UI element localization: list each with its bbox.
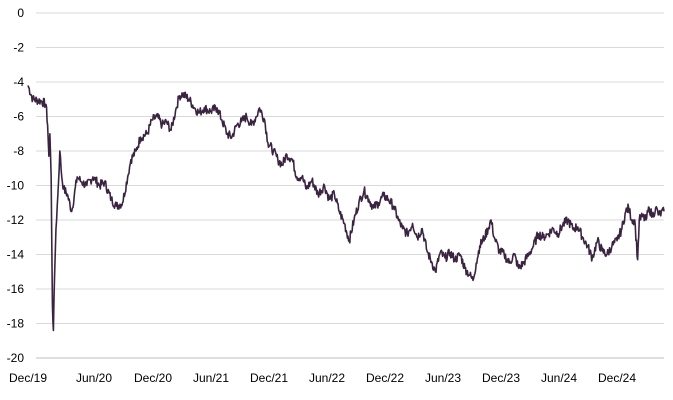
x-tick-label: Jun/21 bbox=[193, 371, 229, 385]
y-tick-label: -10 bbox=[7, 179, 25, 193]
x-tick-label: Jun/24 bbox=[541, 371, 577, 385]
y-tick-label: -12 bbox=[7, 213, 25, 227]
x-tick-label: Dec/19 bbox=[9, 371, 47, 385]
x-tick-label: Dec/23 bbox=[482, 371, 520, 385]
y-tick-label: -14 bbox=[7, 248, 25, 262]
y-tick-label: -2 bbox=[13, 41, 24, 55]
y-tick-label: -6 bbox=[13, 110, 24, 124]
gridlines bbox=[36, 12, 664, 324]
y-tick-label: 0 bbox=[17, 6, 24, 20]
y-tick-label: -16 bbox=[7, 282, 25, 296]
series-line bbox=[27, 85, 665, 332]
x-axis-tick-labels: Dec/19 Jun/20 Dec/20 Jun/21 Dec/21 Jun/22 Dec/… bbox=[9, 371, 636, 385]
y-tick-label: -4 bbox=[13, 75, 24, 89]
y-tick-label: -8 bbox=[13, 144, 24, 158]
y-tick-label: -20 bbox=[7, 351, 25, 365]
y-axis-tick-labels: 0 -2 -4 -6 -8 -10 -12 -14 -16 -18 -20 bbox=[7, 6, 25, 365]
y-tick-label: -18 bbox=[7, 317, 25, 331]
x-tick-label: Dec/22 bbox=[366, 371, 404, 385]
x-tick-label: Jun/20 bbox=[76, 371, 112, 385]
x-tick-label: Dec/20 bbox=[134, 371, 172, 385]
x-tick-label: Jun/22 bbox=[309, 371, 345, 385]
x-tick-label: Jun/23 bbox=[425, 371, 461, 385]
x-tick-label: Dec/24 bbox=[598, 371, 636, 385]
x-tick-label: Dec/21 bbox=[250, 371, 288, 385]
